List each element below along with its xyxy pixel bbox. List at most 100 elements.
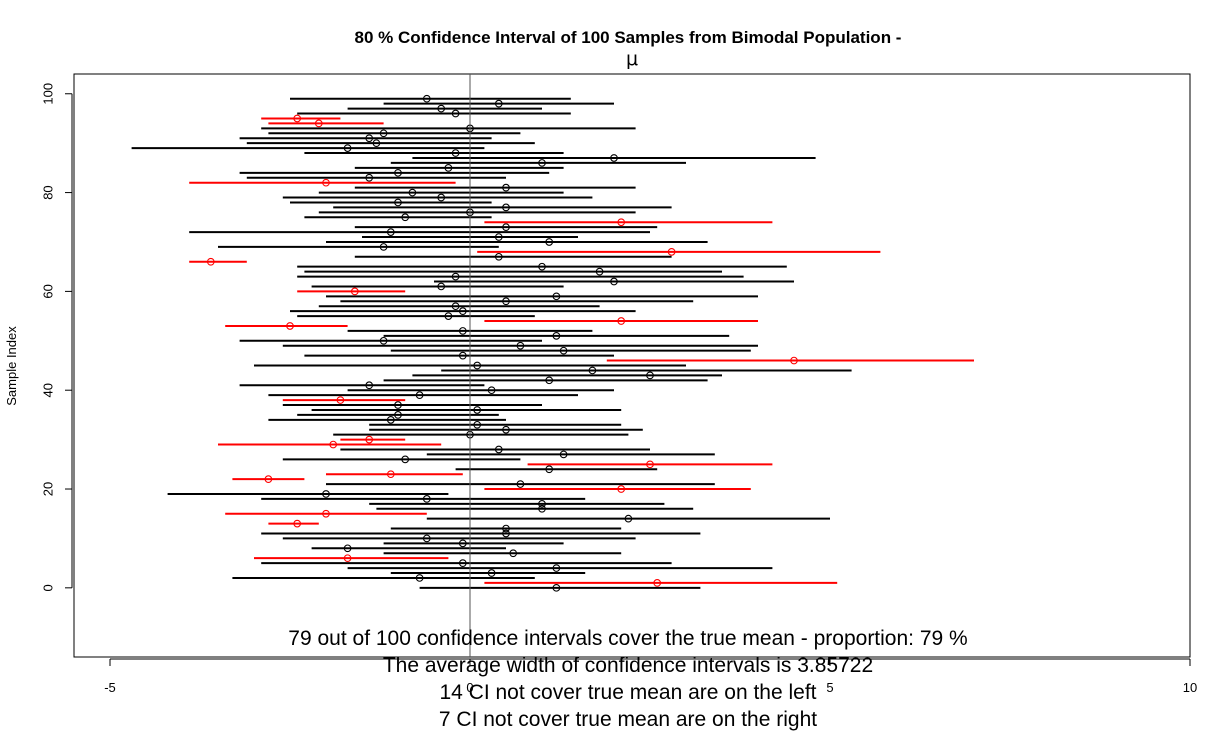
sample-mean-point [494,233,503,241]
sample-mean-point [516,341,525,350]
sample-mean-point [494,252,503,261]
x-tick-label: 0 [466,680,473,695]
sample-mean-point [588,366,597,375]
sample-mean-point [538,499,546,508]
sample-mean-point [473,361,482,370]
sample-mean-point [401,213,410,222]
sample-mean-point [264,475,273,483]
sample-mean-point [322,490,330,498]
sample-mean-point [422,495,431,503]
sample-mean-point [329,440,338,449]
y-tick-label: 20 [41,482,56,496]
sample-mean-point [538,262,546,271]
sample-mean-point [379,336,388,345]
sample-mean-point [343,144,352,152]
sample-mean-point [617,218,626,227]
sample-mean-point [451,272,460,281]
sample-mean-point [336,396,345,404]
chart-title: 80 % Confidence Interval of 100 Samples … [355,28,902,47]
annotation-text: 7 CI not cover true mean are on the righ… [439,708,817,731]
sample-mean-point [458,539,467,548]
sample-mean-point [365,435,374,444]
x-axis: -5 0 5 10 [104,658,1197,695]
sample-mean-point [538,159,546,167]
sample-mean-point [458,307,467,316]
sample-mean-point [646,371,654,380]
sample-mean-point [350,287,359,296]
sample-mean-point [458,351,467,360]
y-tick-label: 60 [41,284,56,298]
sample-mean-point [487,386,496,395]
sample-mean-point [502,297,510,306]
sample-mean-point [451,302,460,311]
sample-mean-point [437,104,446,113]
interval-series [131,94,974,592]
sample-mean-point [386,415,395,424]
y-tick-label: 80 [41,185,56,199]
sample-mean-point [401,455,410,464]
annotation-text: The average width of confidence interval… [383,654,873,677]
x-tick-label: 10 [1183,680,1197,695]
sample-mean-point [610,277,618,286]
y-axis-label: Sample Index [4,326,19,406]
sample-mean-point [502,203,510,212]
sample-mean-point [502,529,510,538]
sample-mean-point [516,480,525,488]
sample-mean-point [394,401,402,409]
sample-mean-point [458,559,467,567]
sample-mean-point [394,198,402,207]
sample-mean-point [509,549,518,558]
sample-mean-point [379,243,388,251]
sample-mean-point [545,465,554,474]
sample-mean-point [437,282,446,291]
sample-mean-point [437,193,446,202]
sample-mean-point [415,574,424,582]
sample-mean-point [552,332,561,340]
sample-mean-point [343,544,352,553]
sample-mean-point [365,134,374,143]
y-tick-label: 40 [41,383,56,397]
sample-mean-point [444,312,453,320]
sample-mean-point [473,406,482,414]
sample-mean-point [451,109,460,118]
sample-mean-point [502,223,510,232]
sample-mean-point [559,346,568,355]
sample-mean-point [365,381,374,390]
sample-mean-point [343,554,352,563]
sample-mean-point [538,504,546,513]
sample-mean-point [667,248,676,256]
sample-mean-point [487,569,496,577]
sample-mean-point [293,519,302,528]
plot-frame [73,73,1191,658]
chart-subtitle: μ [626,48,638,70]
sample-mean-point [552,564,561,572]
sample-mean-point [494,445,503,454]
sample-mean-point [322,178,330,187]
sample-mean-point [379,129,388,138]
sample-mean-point [394,411,402,419]
sample-mean-point [422,94,431,103]
sample-mean-point [473,420,482,429]
sample-mean-point [451,149,460,157]
sample-mean-point [559,450,568,459]
sample-mean-point [386,470,395,479]
sample-mean-point [502,183,510,192]
sample-mean-point [595,267,604,276]
sample-mean-point [494,99,503,108]
sample-mean-point [394,168,402,177]
sample-mean-point [552,583,561,592]
sample-mean-point [646,460,654,469]
annotation-text: 79 out of 100 confidence intervals cover… [288,627,967,650]
sample-mean-point [653,579,662,587]
sample-mean-point [372,139,381,148]
sample-mean-point [610,154,618,162]
x-tick-label: 5 [826,680,833,695]
y-tick-label: 100 [41,83,56,105]
sample-mean-point [458,327,467,335]
sample-mean-point [502,425,510,434]
sample-mean-point [552,292,561,301]
sample-mean-point [545,376,554,385]
sample-mean-point [502,524,510,533]
sample-mean-point [365,173,374,182]
